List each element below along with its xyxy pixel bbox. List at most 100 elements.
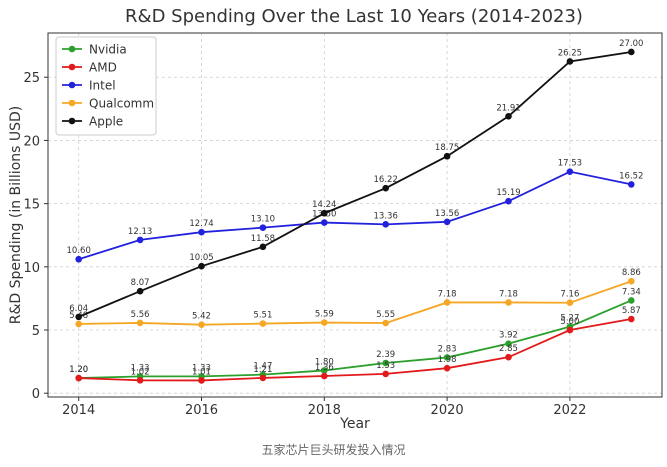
data-label-amd-2017: 1.21: [253, 365, 272, 375]
data-point-amd-2022: [566, 326, 574, 334]
data-point-intel-2020: [443, 218, 451, 226]
data-point-nvidia-2020: [443, 354, 451, 361]
data-point-qualcomm-2023: [628, 277, 635, 285]
data-point-apple-2019: [382, 184, 390, 192]
data-point-intel-2014: [75, 255, 82, 263]
data-label-nvidia-2020: 2.83: [438, 344, 457, 354]
legend-swatch-marker-intel: [68, 81, 76, 89]
data-label-intel-2021: 15.19: [496, 188, 520, 198]
legend-item-nvidia: Nvidia: [62, 43, 127, 57]
data-label-amd-2023: 5.87: [622, 306, 641, 316]
data-point-apple-2020: [443, 152, 451, 160]
data-point-amd-2021: [505, 353, 512, 361]
data-point-nvidia-2021: [505, 340, 512, 347]
data-label-nvidia-2015: 1.33: [131, 363, 150, 373]
data-label-intel-2019: 13.36: [374, 211, 398, 221]
data-label-nvidia-2023: 7.34: [622, 287, 641, 297]
data-point-apple-2023: [628, 48, 635, 56]
series-nvidia: 1.20 1.33 1.33 1.47 1.80 2.39 2.83 3.92 5.27 7.34: [69, 287, 641, 382]
chart-title: R&D Spending Over the Last 10 Years (201…: [125, 6, 583, 27]
data-label-amd-2014: 1.20: [69, 365, 88, 375]
series-line-apple: [78, 51, 632, 318]
series-qualcomm: 5.485.565.425.515.595.557.187.187.168.86: [69, 268, 641, 329]
x-tick-label-2022: 2022: [553, 403, 586, 418]
legend-item-amd: AMD: [62, 61, 117, 75]
legend-box: [55, 36, 157, 136]
data-point-amd-2016: [198, 377, 205, 384]
data-point-nvidia-2018: [321, 367, 328, 374]
data-label-amd-2016: 1.01: [192, 367, 211, 377]
y-axis-label: R&D Spending (in Billions USD): [8, 106, 24, 325]
data-label-apple-2015: 8.07: [131, 278, 150, 288]
legend-label-intel: Intel: [89, 79, 116, 93]
data-point-amd-2017: [259, 374, 267, 382]
data-label-qualcomm-2018: 5.59: [315, 310, 334, 320]
y-tick-label-0: 0: [32, 387, 40, 402]
data-point-qualcomm-2015: [136, 319, 144, 327]
plot-frame: [47, 32, 663, 398]
x-axis-label: Year: [339, 416, 370, 432]
data-label-intel-2020: 13.56: [435, 209, 459, 219]
data-label-qualcomm-2023: 8.86: [622, 268, 641, 278]
data-label-amd-2019: 1.53: [376, 361, 395, 371]
data-point-intel-2015: [136, 236, 144, 244]
data-label-qualcomm-2016: 5.42: [192, 312, 211, 322]
series-apple: 6.04 8.07 10.05 11.58 14.24 16.22 18.75 21.91 26…: [69, 39, 643, 321]
series-line-intel: [78, 170, 632, 261]
data-label-apple-2016: 10.05: [189, 253, 213, 263]
y-tick-label-25: 25: [23, 71, 40, 86]
y-tick-label-15: 15: [23, 198, 40, 213]
data-label-apple-2019: 16.22: [374, 175, 398, 185]
data-label-apple-2021: 21.91: [496, 103, 520, 113]
data-label-nvidia-2019: 2.39: [376, 350, 395, 360]
data-label-apple-2022: 26.25: [558, 48, 582, 58]
data-point-nvidia-2019: [382, 359, 390, 367]
legend-swatch-marker-nvidia: [68, 45, 76, 53]
x-tick-label-2016: 2016: [185, 403, 218, 418]
data-point-qualcomm-2016: [198, 321, 205, 329]
data-point-intel-2018: [321, 219, 328, 226]
data-label-amd-2022: 5.00: [560, 317, 579, 327]
series-layer: 1.20 1.33 1.33 1.47 1.80 2.39 2.83 3.92 5.27 7.34…: [67, 39, 643, 384]
data-point-intel-2019: [382, 221, 390, 228]
data-point-amd-2019: [382, 370, 390, 378]
data-point-intel-2023: [628, 181, 635, 188]
ticks-layer: 0 5 10 15 20 25 2014 2016 2018 2020 2022: [23, 71, 586, 418]
y-tick-label-10: 10: [23, 261, 40, 276]
data-label-nvidia-2018: 1.80: [315, 357, 334, 367]
legend-item-qualcomm: Qualcomm: [62, 97, 154, 111]
data-label-qualcomm-2017: 5.51: [253, 311, 272, 321]
data-point-apple-2015: [136, 287, 144, 295]
x-tick-label-2014: 2014: [62, 403, 95, 418]
data-label-intel-2017: 13.10: [251, 215, 275, 225]
y-tick-label-5: 5: [32, 324, 40, 339]
legend-swatch-marker-amd: [68, 63, 76, 71]
data-point-apple-2016: [198, 262, 205, 270]
data-label-intel-2014: 10.60: [67, 246, 91, 256]
legend-label-nvidia: Nvidia: [89, 43, 127, 57]
x-tick-label-2018: 2018: [308, 403, 341, 418]
data-label-amd-2015: 1.02: [131, 367, 150, 377]
data-label-nvidia-2016: 1.33: [192, 363, 211, 373]
x-tick-label-2020: 2020: [431, 403, 464, 418]
data-point-amd-2015: [136, 377, 144, 384]
data-label-intel-2016: 12.74: [189, 219, 213, 229]
data-label-nvidia-2017: 1.47: [253, 362, 272, 372]
data-label-amd-2021: 2.85: [499, 344, 518, 354]
data-point-apple-2022: [566, 58, 574, 65]
data-point-qualcomm-2017: [259, 320, 267, 327]
data-label-qualcomm-2020: 7.18: [438, 289, 457, 299]
data-point-apple-2018: [321, 209, 328, 217]
data-point-qualcomm-2018: [321, 319, 328, 326]
data-label-intel-2022: 17.53: [558, 159, 582, 169]
data-point-intel-2021: [505, 197, 512, 205]
data-point-amd-2023: [628, 315, 635, 323]
data-label-apple-2017: 11.58: [251, 234, 275, 244]
series-amd: 1.20 1.02 1.01 1.21 1.36 1.53 1.98 2.85 5.00 5.87: [69, 306, 641, 384]
series-line-nvidia: [78, 299, 632, 379]
legend-item-intel: Intel: [62, 79, 116, 93]
data-point-apple-2021: [505, 112, 512, 120]
legend-label-apple: Apple: [89, 115, 123, 129]
data-label-intel-2023: 16.52: [619, 171, 643, 181]
